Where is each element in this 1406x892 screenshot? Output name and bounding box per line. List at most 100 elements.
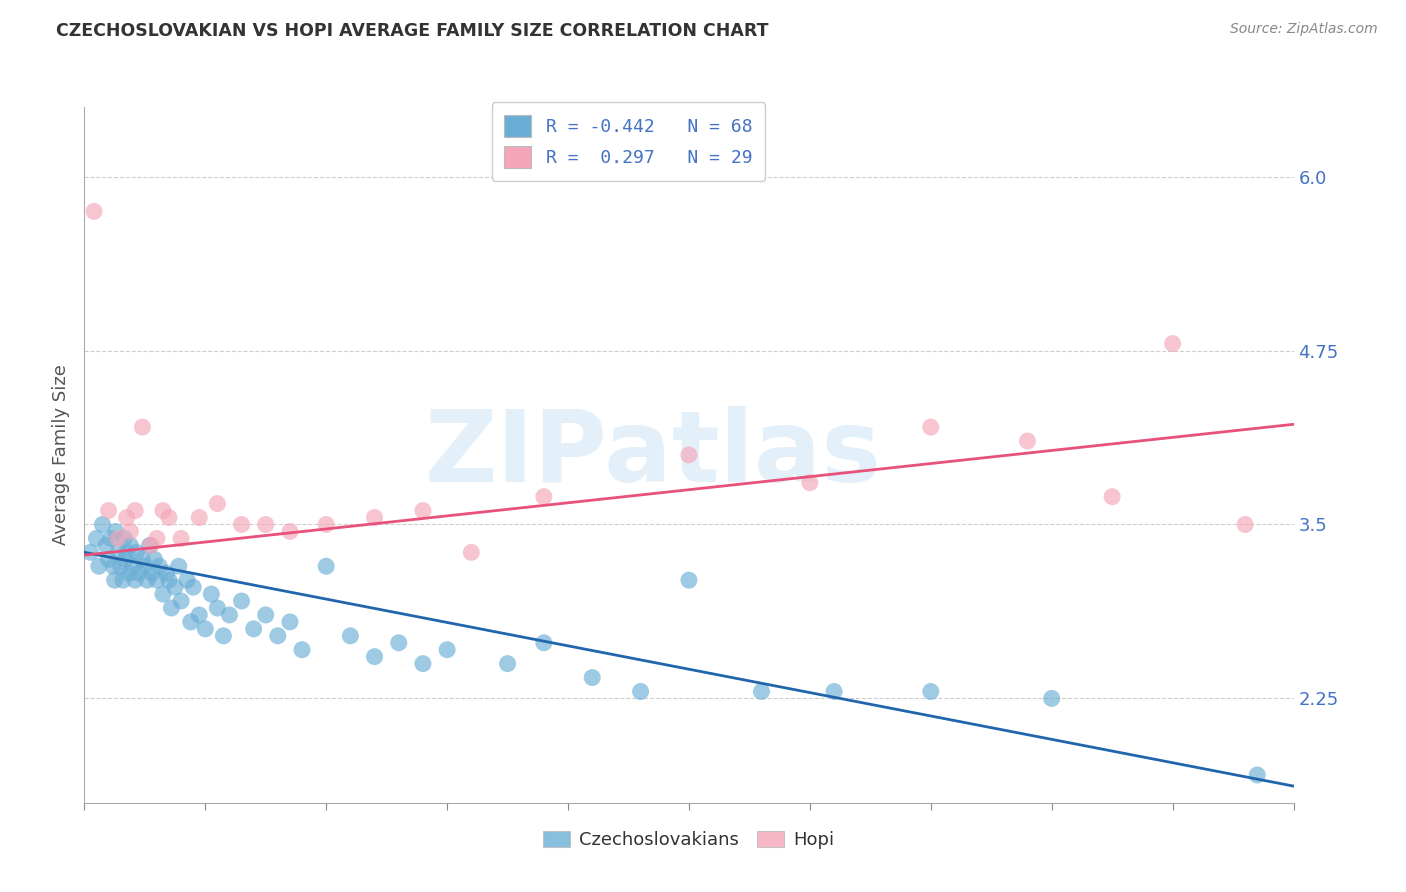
Point xyxy=(136,573,159,587)
Point xyxy=(1246,768,1268,782)
Point xyxy=(194,622,217,636)
Point xyxy=(231,517,253,532)
Point xyxy=(118,566,141,581)
Point xyxy=(110,559,132,574)
Point xyxy=(107,532,129,546)
Point xyxy=(188,607,211,622)
Point xyxy=(115,510,138,524)
Point xyxy=(751,684,773,698)
Point xyxy=(124,503,146,517)
Point xyxy=(180,615,202,629)
Point xyxy=(1101,490,1123,504)
Point xyxy=(114,552,136,566)
Point xyxy=(112,532,135,546)
Point xyxy=(207,601,229,615)
Point xyxy=(152,587,174,601)
Text: Source: ZipAtlas.com: Source: ZipAtlas.com xyxy=(1230,22,1378,37)
Point xyxy=(97,552,120,566)
Point xyxy=(181,580,204,594)
Point xyxy=(363,510,385,524)
Point xyxy=(170,594,193,608)
Y-axis label: Average Family Size: Average Family Size xyxy=(52,365,70,545)
Point xyxy=(152,503,174,517)
Point xyxy=(254,517,277,532)
Point xyxy=(112,573,135,587)
Point xyxy=(131,420,153,434)
Point xyxy=(412,657,434,671)
Point xyxy=(167,559,190,574)
Point xyxy=(412,503,434,517)
Point xyxy=(291,642,314,657)
Point xyxy=(218,607,240,622)
Point xyxy=(87,559,110,574)
Point xyxy=(315,517,337,532)
Point xyxy=(120,524,142,539)
Point xyxy=(131,552,153,566)
Point xyxy=(799,475,821,490)
Point xyxy=(267,629,290,643)
Point xyxy=(678,573,700,587)
Point xyxy=(94,538,117,552)
Point xyxy=(496,657,519,671)
Point xyxy=(134,559,156,574)
Point xyxy=(125,545,148,559)
Point xyxy=(1040,691,1063,706)
Text: CZECHOSLOVAKIAN VS HOPI AVERAGE FAMILY SIZE CORRELATION CHART: CZECHOSLOVAKIAN VS HOPI AVERAGE FAMILY S… xyxy=(56,22,769,40)
Point xyxy=(157,573,180,587)
Point xyxy=(339,629,361,643)
Point xyxy=(83,204,105,219)
Point xyxy=(148,559,170,574)
Point xyxy=(254,607,277,622)
Point xyxy=(170,532,193,546)
Point xyxy=(121,559,143,574)
Text: ZIPatlas: ZIPatlas xyxy=(425,407,882,503)
Point xyxy=(124,573,146,587)
Point xyxy=(630,684,652,698)
Point xyxy=(141,566,163,581)
Point xyxy=(678,448,700,462)
Point xyxy=(155,566,177,581)
Point xyxy=(165,580,187,594)
Point xyxy=(315,559,337,574)
Point xyxy=(200,587,222,601)
Point xyxy=(363,649,385,664)
Point xyxy=(436,642,458,657)
Point xyxy=(460,545,482,559)
Point xyxy=(86,532,108,546)
Point xyxy=(103,559,125,574)
Point xyxy=(91,517,114,532)
Point xyxy=(138,538,160,552)
Point xyxy=(128,566,150,581)
Point xyxy=(1017,434,1039,448)
Point xyxy=(104,524,127,539)
Point xyxy=(146,573,169,587)
Point xyxy=(920,420,942,434)
Point xyxy=(120,538,142,552)
Point xyxy=(207,497,229,511)
Point xyxy=(160,601,183,615)
Point xyxy=(920,684,942,698)
Point xyxy=(107,545,129,559)
Point xyxy=(278,615,301,629)
Point xyxy=(104,573,127,587)
Point xyxy=(188,510,211,524)
Point xyxy=(157,510,180,524)
Point xyxy=(242,622,264,636)
Point xyxy=(100,532,122,546)
Point xyxy=(581,671,603,685)
Point xyxy=(388,636,411,650)
Point xyxy=(1234,517,1257,532)
Point xyxy=(1161,336,1184,351)
Point xyxy=(533,490,555,504)
Point xyxy=(533,636,555,650)
Point xyxy=(823,684,845,698)
Point xyxy=(139,538,162,552)
Point xyxy=(97,503,120,517)
Point xyxy=(146,532,169,546)
Point xyxy=(231,594,253,608)
Point xyxy=(143,552,166,566)
Point xyxy=(212,629,235,643)
Point xyxy=(115,545,138,559)
Legend: Czechoslovakians, Hopi: Czechoslovakians, Hopi xyxy=(536,823,842,856)
Point xyxy=(79,545,101,559)
